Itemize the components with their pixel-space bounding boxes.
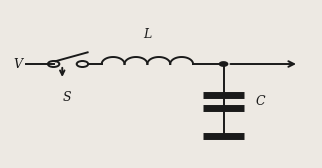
Circle shape (219, 62, 228, 66)
Text: C: C (256, 95, 265, 108)
Text: S: S (63, 91, 71, 104)
Text: L: L (143, 28, 151, 40)
Text: V: V (14, 57, 23, 71)
